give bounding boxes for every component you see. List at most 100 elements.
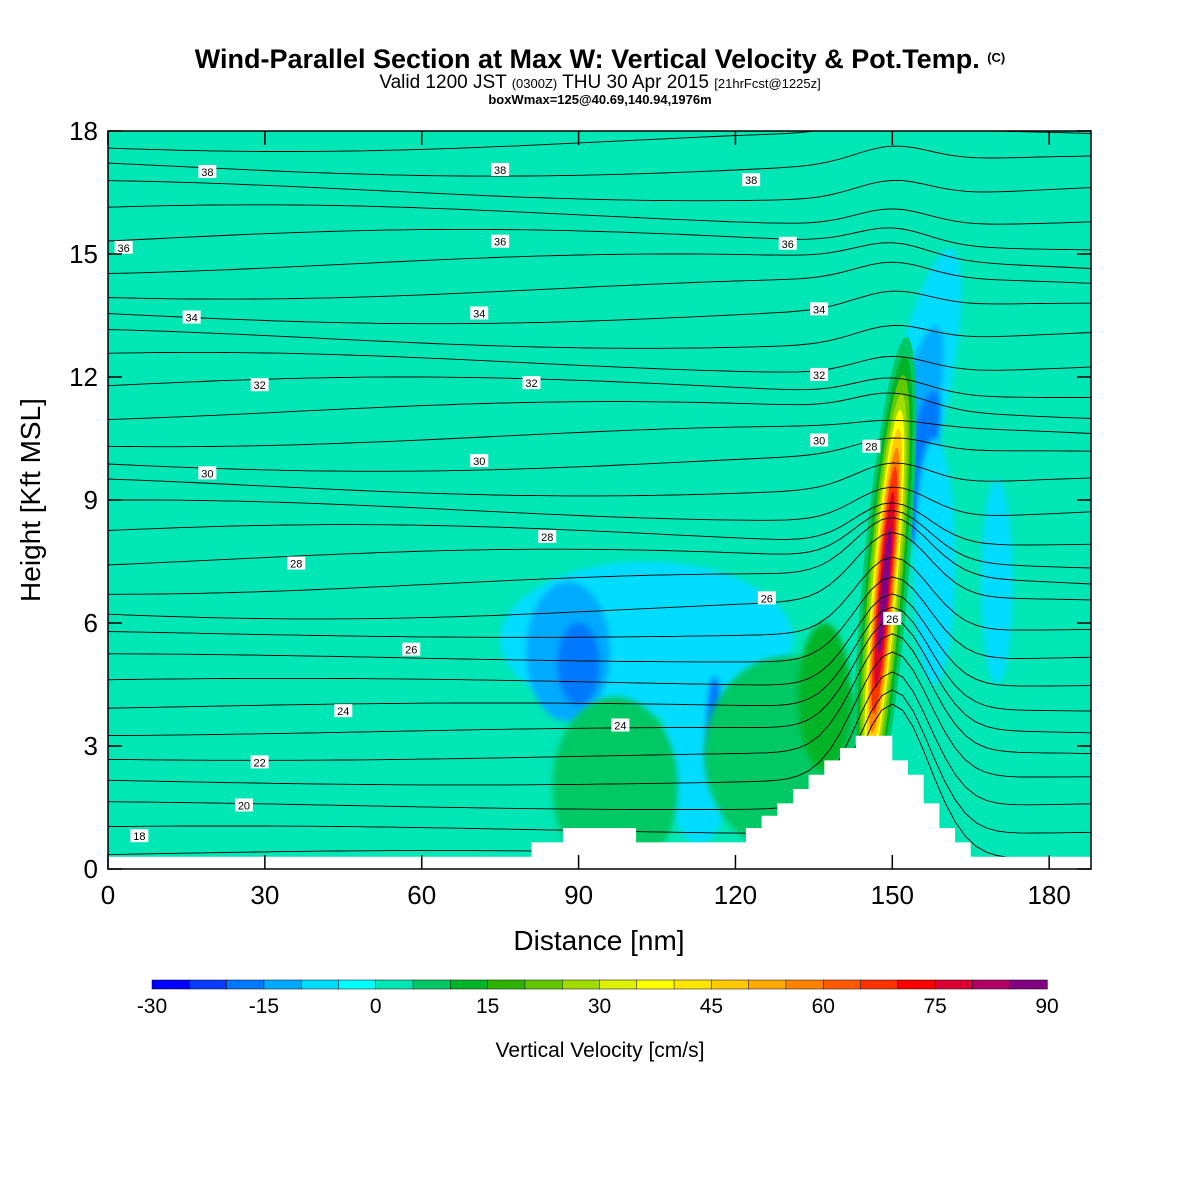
- contour-label: 38: [198, 165, 217, 179]
- colorbar-swatch: [599, 979, 638, 990]
- contour-label-box: [114, 240, 133, 254]
- contour-label: 36: [778, 236, 797, 251]
- contour-label-box: [287, 556, 306, 570]
- theta-contour: [108, 651, 1091, 786]
- contour-label-text: 34: [813, 304, 825, 316]
- colorbar-swatch: [263, 979, 302, 990]
- contour-label-box: [491, 234, 510, 248]
- contour-label-box: [470, 306, 489, 320]
- x-tick-label: 30: [250, 880, 279, 910]
- theta-contour: [108, 376, 1091, 398]
- velocity-region: [981, 479, 1013, 685]
- colorbar-swatch: [338, 979, 377, 990]
- colorbar-swatch: [748, 979, 787, 990]
- colorbar-swatch: [897, 979, 936, 990]
- colorbar-swatch: [785, 979, 824, 990]
- contour-label-text: 34: [473, 308, 485, 320]
- contour-label-box: [757, 591, 776, 605]
- contour-label: 34: [182, 310, 201, 325]
- contour-label-box: [862, 439, 881, 453]
- contour-label: 28: [287, 556, 306, 571]
- contour-label-text: 26: [761, 593, 773, 605]
- theta-contour: [108, 531, 1091, 620]
- contour-label: 36: [491, 234, 510, 249]
- contour-label-box: [198, 165, 217, 178]
- velocity-region: [557, 623, 600, 705]
- contour-label: 36: [114, 240, 133, 255]
- contour-label-box: [130, 829, 149, 843]
- theta-contour: [108, 242, 1091, 274]
- potential-temperature-contours: [108, 131, 1091, 860]
- colorbar-swatch: [226, 979, 265, 990]
- contour-label: 20: [234, 798, 253, 812]
- contour-label-text: 28: [865, 442, 877, 454]
- colorbar-swatch: [300, 979, 340, 990]
- theta-contour: [108, 131, 1091, 152]
- vertical-velocity-field: [500, 131, 1091, 869]
- velocity-region: [934, 725, 1091, 849]
- contour-label: 34: [810, 302, 829, 316]
- contour-label-box: [182, 310, 201, 324]
- contour-label-box: [883, 611, 902, 625]
- colorbar-swatch: [524, 979, 563, 990]
- theta-contour: [108, 671, 1091, 810]
- terrain-mask: [108, 735, 1091, 869]
- colorbar-tick-label: 30: [588, 995, 611, 1018]
- theta-contour: [108, 517, 1091, 595]
- colorbar-tick-label: 45: [700, 995, 723, 1018]
- colorbar-swatch: [189, 979, 228, 990]
- theta-contour: [108, 145, 1091, 177]
- y-tick-label: 9: [84, 485, 98, 515]
- contour-label-box: [402, 642, 421, 656]
- colorbar: -30 -15 0 15 30 45 60 75 90: [137, 979, 1059, 1018]
- x-tick-label: 180: [1027, 880, 1070, 910]
- y-tick-label: 0: [84, 854, 98, 884]
- contour-label-text: 32: [813, 370, 825, 382]
- colorbar-swatch: [823, 979, 862, 990]
- velocity-region: [552, 696, 678, 869]
- contour-label-text: 24: [337, 706, 349, 718]
- contour-label: 38: [742, 173, 761, 187]
- contour-label-text: 24: [614, 721, 626, 733]
- theta-contour: [108, 509, 1091, 569]
- theta-contour: [108, 419, 1091, 448]
- colorbar-swatch: [561, 979, 601, 990]
- x-tick-label: 120: [714, 880, 757, 910]
- theta-contour: [108, 179, 1091, 202]
- theta-contour: [108, 227, 1091, 251]
- y-tick-label: 18: [69, 116, 98, 146]
- contour-label: 30: [198, 466, 217, 480]
- y-axis-title: Height [Kft MSL]: [15, 398, 46, 602]
- contour-label-box: [334, 704, 353, 718]
- theta-contour: [108, 351, 1091, 373]
- colorbar-tick-label: 90: [1035, 995, 1058, 1018]
- y-tick-label: 12: [69, 362, 98, 392]
- contour-label-text: 36: [782, 239, 794, 251]
- colorbar-tick-label: 0: [370, 995, 382, 1018]
- contour-label-text: 38: [201, 167, 213, 179]
- contour-label-text: 36: [118, 243, 130, 255]
- contour-label: 24: [611, 718, 630, 733]
- colorbar-title: Vertical Velocity [cm/s]: [496, 1039, 705, 1062]
- contour-label-text: 30: [473, 456, 485, 468]
- theta-contour: [108, 392, 1091, 420]
- colorbar-swatch: [450, 979, 489, 990]
- contour-label-text: 32: [254, 380, 266, 392]
- contour-label: 18: [130, 829, 149, 843]
- contour-label-text: 28: [541, 532, 553, 544]
- colorbar-tick-label: 15: [476, 995, 499, 1018]
- velocity-region: [996, 225, 1081, 406]
- colorbar-swatch: [151, 979, 190, 990]
- chart-box-info: boxWmax=125@40.69,140.94,1976m: [488, 92, 712, 107]
- x-axis-title: Distance [nm]: [513, 925, 684, 956]
- chart-subtitle: Valid 1200 JST (0300Z) THU 30 Apr 2015 […: [379, 72, 821, 93]
- velocity-region: [913, 438, 956, 685]
- y-tick-label: 6: [84, 608, 98, 638]
- contour-label: 30: [810, 433, 829, 448]
- x-tick-label: 90: [564, 880, 593, 910]
- theta-contour: [108, 261, 1091, 300]
- y-tick-label: 15: [69, 239, 98, 269]
- colorbar-swatch: [673, 979, 713, 990]
- contour-label-box: [611, 718, 630, 732]
